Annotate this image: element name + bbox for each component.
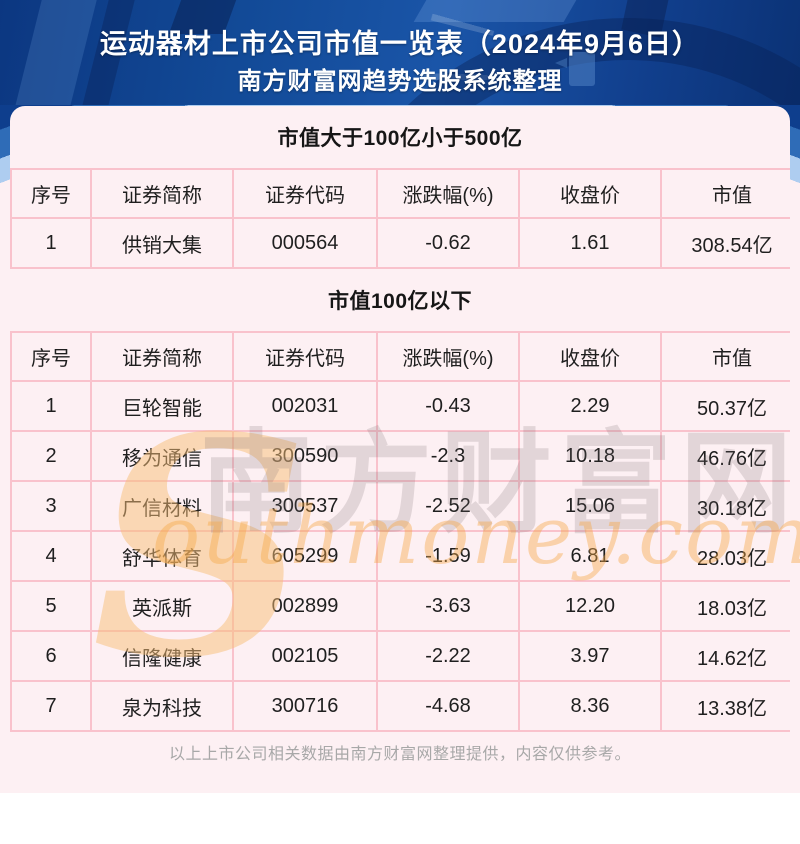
header-cell: 市值 <box>660 331 790 382</box>
market-cap-table-large: 序号 证券简称 证券代码 涨跌幅(%) 收盘价 市值 1 供销大集 000564 -0.62 1.6… <box>10 168 790 269</box>
table-cell: 8.36 <box>518 680 662 732</box>
table-cell: 46.76亿 <box>660 430 790 482</box>
table-row: 1 巨轮智能 002031 -0.43 2.29 50.37亿 <box>10 380 790 432</box>
table-cell: 50.37亿 <box>660 380 790 432</box>
section-title-small-cap: 市值100亿以下 <box>327 290 473 313</box>
header-cell: 收盘价 <box>518 168 662 219</box>
header-cell: 涨跌幅(%) <box>376 168 520 219</box>
header-cell: 序号 <box>10 331 92 382</box>
table-cell: 2 <box>10 430 92 482</box>
table-cell: 3 <box>10 480 92 532</box>
table-cell: 移为通信 <box>90 430 234 482</box>
table-cell: 308.54亿 <box>660 217 790 269</box>
footer-disclaimer: 以上上市公司相关数据由南方财富网整理提供，内容仅供参考。 <box>168 746 631 763</box>
table-cell: -0.62 <box>376 217 520 269</box>
table-row: 7 泉为科技 300716 -4.68 8.36 13.38亿 <box>10 680 790 732</box>
table-cell: 10.18 <box>518 430 662 482</box>
table-cell: 6.81 <box>518 530 662 582</box>
page-header: 运动器材上市公司市值一览表（2024年9月6日） 南方财富网趋势选股系统整理 <box>0 0 800 105</box>
table-header-row: 序号 证券简称 证券代码 涨跌幅(%) 收盘价 市值 <box>10 168 790 219</box>
table-cell: 002105 <box>232 630 378 682</box>
table-cell: 14.62亿 <box>660 630 790 682</box>
header-cell: 收盘价 <box>518 331 662 382</box>
table-cell: 巨轮智能 <box>90 380 234 432</box>
table-cell: -3.63 <box>376 580 520 632</box>
header-cell: 证券代码 <box>232 331 378 382</box>
table-cell: 6 <box>10 630 92 682</box>
table-cell: 002031 <box>232 380 378 432</box>
table-cell: -2.52 <box>376 480 520 532</box>
table-cell: -1.59 <box>376 530 520 582</box>
table-cell: 5 <box>10 580 92 632</box>
table-cell: 7 <box>10 680 92 732</box>
table-cell: 15.06 <box>518 480 662 532</box>
table-cell: 舒华体育 <box>90 530 234 582</box>
table-cell: 12.20 <box>518 580 662 632</box>
table-row: 4 舒华体育 605299 -1.59 6.81 28.03亿 <box>10 530 790 582</box>
table-cell: 30.18亿 <box>660 480 790 532</box>
table-row: 2 移为通信 300590 -2.3 10.18 46.76亿 <box>10 430 790 482</box>
section-title-large-cap: 市值大于100亿小于500亿 <box>277 127 523 150</box>
data-panel: 市值大于100亿小于500亿 序号 证券简称 证券代码 涨跌幅(%) 收盘价 市值 1 供销大… <box>10 106 790 793</box>
table-row: 1 供销大集 000564 -0.62 1.61 308.54亿 <box>10 217 790 269</box>
table-cell: 300716 <box>232 680 378 732</box>
table-row: 5 英派斯 002899 -3.63 12.20 18.03亿 <box>10 580 790 632</box>
table-cell: -2.3 <box>376 430 520 482</box>
table-cell: 广信材料 <box>90 480 234 532</box>
header-cell: 涨跌幅(%) <box>376 331 520 382</box>
table-cell: 300590 <box>232 430 378 482</box>
table-cell: 泉为科技 <box>90 680 234 732</box>
table-cell: 1 <box>10 217 92 269</box>
table-cell: 13.38亿 <box>660 680 790 732</box>
header-cell: 市值 <box>660 168 790 219</box>
table-cell: 2.29 <box>518 380 662 432</box>
table-header-row: 序号 证券简称 证券代码 涨跌幅(%) 收盘价 市值 <box>10 331 790 382</box>
table-cell: 英派斯 <box>90 580 234 632</box>
header-cell: 证券简称 <box>90 331 234 382</box>
header-cell: 证券简称 <box>90 168 234 219</box>
table-cell: 3.97 <box>518 630 662 682</box>
table-cell: 300537 <box>232 480 378 532</box>
table-cell: 28.03亿 <box>660 530 790 582</box>
table-cell: 1 <box>10 380 92 432</box>
table-row: 3 广信材料 300537 -2.52 15.06 30.18亿 <box>10 480 790 532</box>
table-cell: 605299 <box>232 530 378 582</box>
page-subtitle: 南方财富网趋势选股系统整理 <box>237 68 563 95</box>
header-cell: 序号 <box>10 168 92 219</box>
table-cell: -4.68 <box>376 680 520 732</box>
table-row: 6 信隆健康 002105 -2.22 3.97 14.62亿 <box>10 630 790 682</box>
table-cell: 4 <box>10 530 92 582</box>
table-cell: 002899 <box>232 580 378 632</box>
table-cell: -0.43 <box>376 380 520 432</box>
page-title: 运动器材上市公司市值一览表（2024年9月6日） <box>99 29 701 59</box>
table-cell: -2.22 <box>376 630 520 682</box>
header-decor-patch-icon <box>413 0 577 22</box>
table-cell: 信隆健康 <box>90 630 234 682</box>
table-cell: 18.03亿 <box>660 580 790 632</box>
table-cell: 000564 <box>232 217 378 269</box>
table-cell: 供销大集 <box>90 217 234 269</box>
market-cap-table-small: 序号 证券简称 证券代码 涨跌幅(%) 收盘价 市值 1 巨轮智能 002031 -0.43 2.2… <box>10 331 790 732</box>
table-cell: 1.61 <box>518 217 662 269</box>
header-cell: 证券代码 <box>232 168 378 219</box>
